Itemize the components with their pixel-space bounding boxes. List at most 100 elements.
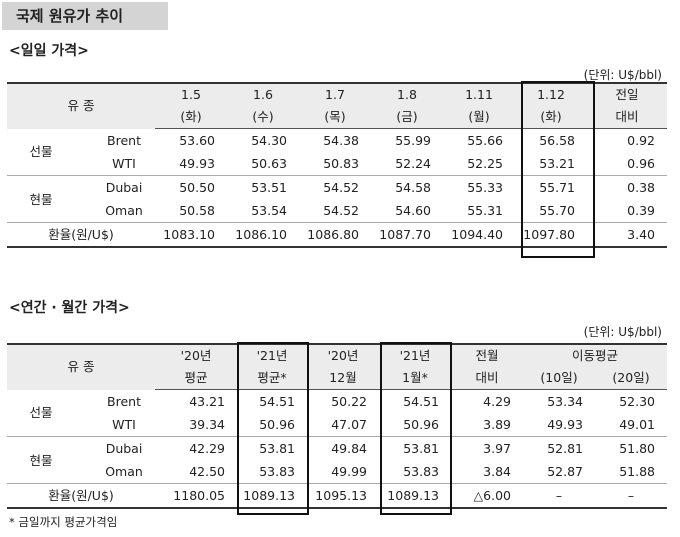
table-row: Oman 50.58 53.54 54.52 54.60 55.31 55.70… <box>7 199 667 223</box>
table-cell: 54.51 <box>259 394 295 409</box>
annual-col-subheader: 1월* <box>379 367 451 390</box>
daily-col-header: 1.6 <box>253 87 273 102</box>
table-cell: 42.29 <box>155 436 237 460</box>
daily-col-header: 1.8 <box>397 87 417 102</box>
item-label: Dubai <box>75 436 155 460</box>
moving-average-header: 이동평균 <box>571 348 618 363</box>
table-row: 환율(원/U$) 1180.05 1089.13 1095.13 1089.13… <box>7 483 667 509</box>
table-cell: 56.58 <box>539 133 575 148</box>
table-cell: 1089.13 <box>237 483 307 509</box>
table-cell: 1086.80 <box>299 222 371 248</box>
table-cell: 54.52 <box>299 175 371 199</box>
daily-col-subheader: (목) <box>299 106 371 129</box>
table-row: 선물 Brent 53.60 54.30 54.38 55.99 55.66 5… <box>7 129 667 160</box>
table-cell: 1094.40 <box>443 222 515 248</box>
group-label: 현물 <box>7 436 75 484</box>
daily-price-table: 유 종 1.5 1.6 1.7 1.8 1.11 1.12 전일 (화) (수)… <box>7 82 667 248</box>
annual-price-table: 유 종 '20년 '21년 '20년 '21년 전월 이동평균 평균 평균* 1… <box>7 343 667 509</box>
footnote: * 금일까지 평균가격임 <box>9 515 118 529</box>
annual-col-header: '20년 <box>180 348 212 363</box>
daily-unit: (단위: U$/bbl) <box>583 68 662 82</box>
table-cell: 54.58 <box>371 175 443 199</box>
table-cell: 55.66 <box>467 133 503 148</box>
annual-col-subheader: 평균* <box>237 367 307 390</box>
table-cell: 54.51 <box>403 394 439 409</box>
item-label: Brent <box>107 132 141 148</box>
daily-col-header: 1.11 <box>465 87 493 102</box>
table-cell: 49.84 <box>307 436 379 460</box>
table-cell: 1089.13 <box>379 483 451 509</box>
table-cell: 50.96 <box>403 417 439 432</box>
daily-col-subheader: (금) <box>371 106 443 129</box>
annual-col-header: '21년 <box>399 348 431 363</box>
item-label: Oman <box>105 203 143 218</box>
table-cell: 52.24 <box>395 156 431 171</box>
table-cell: 1086.10 <box>227 222 299 248</box>
daily-section-title: <일일 가격> <box>9 43 89 59</box>
table-cell: 50.63 <box>251 156 287 171</box>
table-cell: 1097.80 <box>515 222 587 248</box>
table-cell: 53.81 <box>379 436 451 460</box>
daily-col-header: 1.7 <box>325 87 345 102</box>
table-cell: 3.97 <box>451 436 523 460</box>
table-cell: 3.40 <box>587 222 667 248</box>
daily-col-subheader: (화) <box>515 106 587 129</box>
table-cell: 50.22 <box>331 394 367 409</box>
table-cell: △6.00 <box>451 483 523 509</box>
table-cell: 55.31 <box>467 203 503 218</box>
daily-item-header: 유 종 <box>67 98 95 114</box>
daily-col-header: 1.5 <box>181 87 201 102</box>
table-cell: – <box>595 483 667 509</box>
annual-item-header: 유 종 <box>67 359 95 375</box>
table-cell: 53.83 <box>403 464 439 479</box>
table-row: Oman 42.50 53.83 49.99 53.83 3.84 52.87 … <box>7 460 667 484</box>
fx-label: 환율(원/U$) <box>7 222 155 248</box>
table-row: 현물 Dubai 50.50 53.51 54.52 54.58 55.33 5… <box>7 175 667 223</box>
table-cell: 47.07 <box>331 417 367 432</box>
table-cell: 50.58 <box>179 203 215 218</box>
table-cell: 4.29 <box>483 394 511 409</box>
item-label: Brent <box>107 393 141 409</box>
table-row: WTI 39.34 50.96 47.07 50.96 3.89 49.93 4… <box>7 413 667 437</box>
table-cell: 43.21 <box>189 394 225 409</box>
table-cell: 0.96 <box>627 156 655 171</box>
annual-col-subheader: 평균 <box>155 367 237 390</box>
table-cell: 54.60 <box>395 203 431 218</box>
table-cell: – <box>523 483 595 509</box>
table-cell: 0.38 <box>587 175 667 199</box>
annual-col-subheader: (10일) <box>523 367 595 390</box>
table-cell: 55.33 <box>443 175 515 199</box>
table-cell: 0.92 <box>627 133 655 148</box>
table-cell: 49.93 <box>179 156 215 171</box>
table-cell: 52.30 <box>619 394 655 409</box>
annual-col-subheader: (20일) <box>595 367 667 390</box>
table-cell: 50.96 <box>259 417 295 432</box>
table-cell: 53.21 <box>539 156 575 171</box>
item-label: Oman <box>105 464 143 479</box>
table-cell: 1083.10 <box>155 222 227 248</box>
item-label: Dubai <box>75 175 155 199</box>
table-cell: 49.01 <box>619 417 655 432</box>
table-cell: 54.52 <box>323 203 359 218</box>
table-cell: 50.50 <box>155 175 227 199</box>
table-cell: 50.83 <box>323 156 359 171</box>
daily-col-header: 1.12 <box>537 87 565 102</box>
annual-col-subheader: 대비 <box>451 367 523 390</box>
table-cell: 51.88 <box>619 464 655 479</box>
table-row: 선물 Brent 43.21 54.51 50.22 54.51 4.29 53… <box>7 390 667 421</box>
group-label: 선물 <box>29 405 53 421</box>
annual-section-title: <연간 · 월간 가격> <box>9 300 130 316</box>
table-cell: 3.89 <box>483 417 511 432</box>
daily-col-subheader: (화) <box>155 106 227 129</box>
annual-col-subheader: 12월 <box>307 367 379 390</box>
table-cell: 49.99 <box>331 464 367 479</box>
annual-unit: (단위: U$/bbl) <box>583 325 662 339</box>
table-row: 현물 Dubai 42.29 53.81 49.84 53.81 3.97 52… <box>7 436 667 484</box>
daily-col-subheader: 대비 <box>587 106 667 129</box>
table-cell: 53.81 <box>237 436 307 460</box>
annual-col-header: '21년 <box>256 348 288 363</box>
table-cell: 53.60 <box>179 133 215 148</box>
table-row: 환율(원/U$) 1083.10 1086.10 1086.80 1087.70… <box>7 222 667 248</box>
table-cell: 1087.70 <box>371 222 443 248</box>
table-cell: 53.83 <box>259 464 295 479</box>
